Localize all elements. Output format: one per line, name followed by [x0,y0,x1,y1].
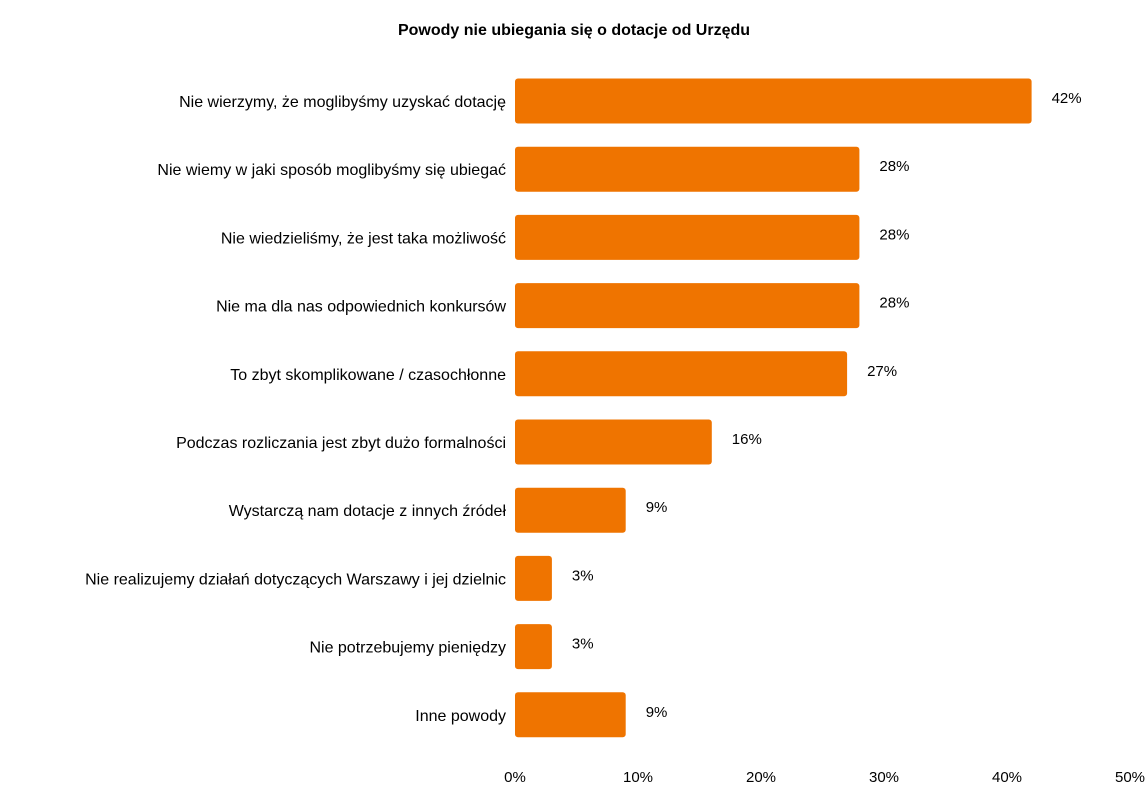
bar [515,78,1032,124]
bar [515,283,860,329]
x-tick-label: 30% [869,769,899,785]
category-label: To zbyt skomplikowane / czasochłonne [230,367,506,384]
x-tick-label: 50% [1115,769,1145,785]
chart-title: Powody nie ubiegania się o dotacje od Ur… [398,22,750,39]
data-label: 42% [1052,90,1082,107]
data-label: 28% [879,226,909,243]
data-label: 3% [572,567,594,584]
x-tick-label: 10% [623,769,653,785]
x-tick-label: 0% [504,769,526,785]
category-label: Nie wiedzieliśmy, że jest taka możliwość [221,230,506,247]
data-label: 9% [646,499,668,516]
x-tick-label: 20% [746,769,776,785]
data-label: 28% [879,295,909,312]
bar [515,146,860,192]
x-axis-tick-labels-group: 0% 10% 20% 30% 40% 50% [504,769,1145,785]
category-label: Inne powody [415,708,506,725]
bar [515,487,626,533]
category-label: Wystarczą nam dotacje z innych źródeł [229,503,507,520]
bar [515,351,848,397]
category-label: Nie wiemy w jaki sposób moglibyśmy się u… [157,162,506,179]
data-label: 3% [572,636,594,653]
category-label: Nie wierzymy, że moglibyśmy uzyskać dota… [179,94,506,111]
data-label: 28% [879,158,909,175]
bar [515,214,860,260]
bar [515,555,552,601]
category-label: Nie potrzebujemy pieniędzy [309,640,506,657]
x-tick-label: 40% [992,769,1022,785]
category-label: Nie realizujemy działań dotyczących Wars… [85,571,506,588]
data-label: 9% [646,704,668,721]
category-label: Podczas rozliczania jest zbyt dużo forma… [176,435,506,452]
bars-group [515,78,1032,738]
bar [515,419,712,465]
data-label: 27% [867,363,897,380]
bar [515,624,552,670]
category-labels-group: Nie wierzymy, że moglibyśmy uzyskać dota… [85,94,506,725]
value-labels-group: 42% 28% 28% 28% 27% 16% 9% 3% 3% 9% [572,90,1082,721]
data-label: 16% [732,431,762,448]
bar [515,692,626,738]
category-label: Nie ma dla nas odpowiednich konkursów [216,299,506,316]
